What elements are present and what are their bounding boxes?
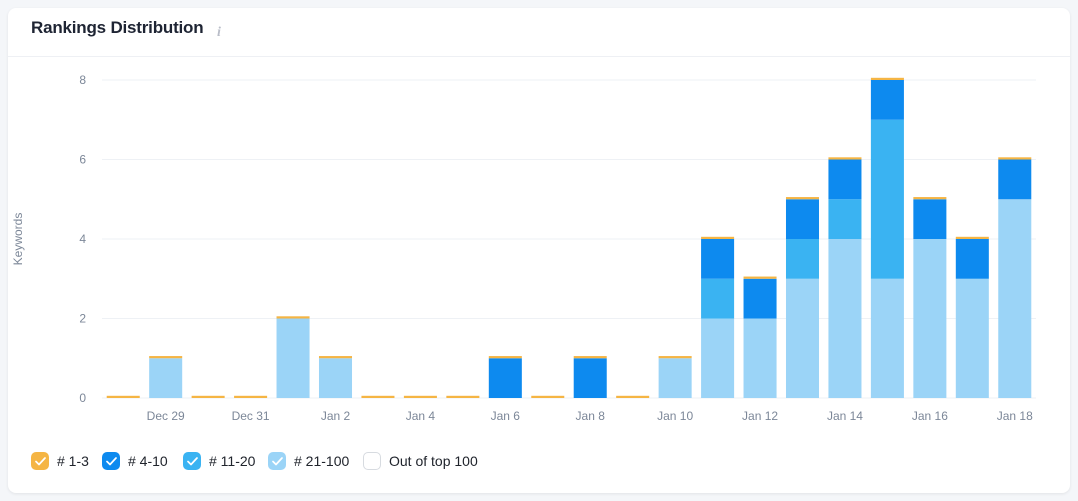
svg-text:Jan 14: Jan 14 bbox=[827, 409, 863, 423]
svg-text:0: 0 bbox=[79, 391, 86, 405]
svg-text:2: 2 bbox=[79, 312, 86, 326]
svg-text:Jan 12: Jan 12 bbox=[742, 409, 778, 423]
svg-text:8: 8 bbox=[79, 73, 86, 87]
svg-text:6: 6 bbox=[79, 153, 86, 167]
svg-text:Jan 6: Jan 6 bbox=[491, 409, 521, 423]
svg-text:Jan 8: Jan 8 bbox=[576, 409, 606, 423]
svg-text:Jan 16: Jan 16 bbox=[912, 409, 948, 423]
svg-text:Dec 31: Dec 31 bbox=[232, 409, 270, 423]
svg-text:Jan 2: Jan 2 bbox=[321, 409, 351, 423]
svg-text:Jan 10: Jan 10 bbox=[657, 409, 693, 423]
svg-text:Jan 4: Jan 4 bbox=[406, 409, 436, 423]
svg-text:Dec 29: Dec 29 bbox=[147, 409, 185, 423]
svg-text:Keywords: Keywords bbox=[11, 213, 25, 266]
svg-text:4: 4 bbox=[79, 232, 86, 246]
svg-text:Jan 18: Jan 18 bbox=[997, 409, 1033, 423]
